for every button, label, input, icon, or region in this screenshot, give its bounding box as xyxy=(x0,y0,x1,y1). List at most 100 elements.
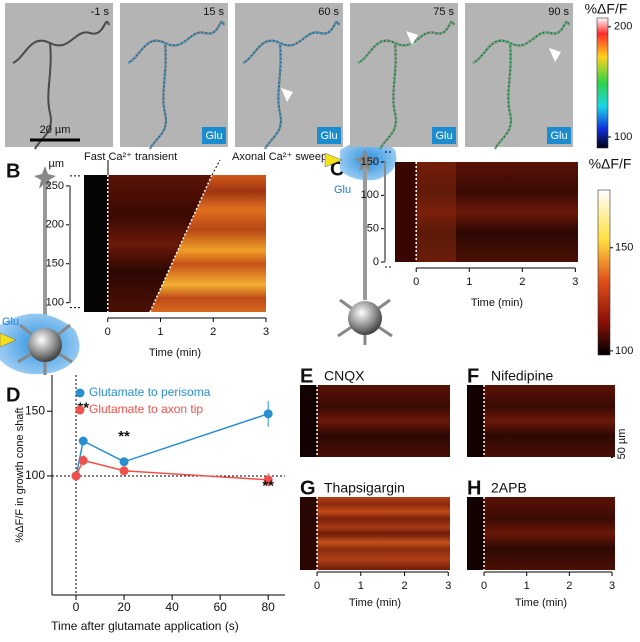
y-tick-label: 150 xyxy=(361,156,379,168)
series-line xyxy=(75,459,269,481)
kymograph xyxy=(317,497,450,570)
kymograph xyxy=(395,162,578,262)
image-frame: 90 s Glu xyxy=(465,3,573,150)
kymograph xyxy=(484,385,615,457)
colorbar-title: %ΔF/F xyxy=(585,1,628,17)
y-tick-label: 100 xyxy=(25,468,45,482)
x-tick-label: 80 xyxy=(262,600,276,614)
stimulus-box xyxy=(432,127,456,144)
sweep-line xyxy=(149,174,213,313)
scale-bar-label: 50 µm xyxy=(616,429,628,460)
colorbar-tick-label: 150 xyxy=(615,242,633,254)
x-tick-label: 3 xyxy=(263,326,269,338)
kymograph-baseline xyxy=(467,497,484,570)
micrograph xyxy=(465,3,573,147)
x-tick-label: 0 xyxy=(105,326,111,338)
arrow xyxy=(211,159,221,176)
x-tick-label: 0 xyxy=(481,580,487,592)
stimulus-box xyxy=(547,127,571,144)
panel-label: E xyxy=(300,365,313,387)
colorbar-tick-label: 100 xyxy=(614,131,632,143)
x-tick-label: 1 xyxy=(358,580,364,592)
x-tick-label: 2 xyxy=(210,326,216,338)
x-axis-label: Time (min) xyxy=(349,597,401,609)
annotation: Fast Ca²⁺ transient xyxy=(84,151,177,163)
calcium-signal xyxy=(357,21,455,150)
data-point xyxy=(78,455,88,465)
significance-mark: ** xyxy=(118,428,130,445)
data-point xyxy=(119,466,129,476)
x-tick-label: 40 xyxy=(165,600,179,614)
stimulus-label: Glu xyxy=(205,130,222,142)
frame-time: 75 s xyxy=(433,6,454,18)
panel-label: F xyxy=(467,365,479,387)
condition-label: Nifedipine xyxy=(491,368,553,384)
stimulus-label: Glu xyxy=(435,130,452,142)
micrograph xyxy=(120,3,228,147)
annotation: Axonal Ca²⁺ sweep xyxy=(232,151,327,163)
legend-marker xyxy=(75,388,85,398)
x-tick-label: 1 xyxy=(157,326,163,338)
micrograph xyxy=(5,3,113,147)
neuron-diagram xyxy=(0,166,80,375)
kymograph-baseline xyxy=(300,385,317,457)
calcium-signal xyxy=(472,21,570,150)
y-tick-label: 0 xyxy=(373,256,379,268)
x-tick-label: 0 xyxy=(413,276,419,288)
y-tick-label: 50 xyxy=(367,223,379,235)
y-axis-label: %ΔF/F in growth cone shaft xyxy=(14,407,26,542)
y-tick-label: 250 xyxy=(46,180,64,192)
x-axis-label: Time (min) xyxy=(149,347,201,359)
arrowhead xyxy=(406,31,418,45)
x-tick-label: 3 xyxy=(445,580,451,592)
colorbar-title: %ΔF/F xyxy=(589,156,632,172)
y-tick-label: 150 xyxy=(46,258,64,270)
x-tick-label: 2 xyxy=(519,276,525,288)
legend-label: Glutamate to perisoma xyxy=(89,385,211,399)
x-axis-label: Time after glutamate application (s) xyxy=(51,619,239,633)
x-axis-label: Time (min) xyxy=(515,597,567,609)
stimulus-label: Glu xyxy=(320,130,337,142)
stimulus-label: Glu xyxy=(550,130,567,142)
significance-mark: ** xyxy=(262,477,274,494)
kymograph-baseline xyxy=(467,385,484,457)
x-tick-label: 2 xyxy=(401,580,407,592)
image-frame: 15 s Glu xyxy=(120,3,228,150)
x-tick-label: 1 xyxy=(524,580,530,592)
x-tick-label: 3 xyxy=(609,580,615,592)
axis-unit: µm xyxy=(48,158,64,170)
calcium-signal xyxy=(242,21,340,150)
micrograph xyxy=(350,3,458,147)
frame-time: 15 s xyxy=(203,6,224,18)
image-frame: 60 s Glu xyxy=(235,3,343,150)
x-tick-label: 3 xyxy=(572,276,578,288)
x-axis-label: Time (min) xyxy=(471,297,523,309)
colorbar-tick-label: 100 xyxy=(615,345,633,357)
data-point xyxy=(263,409,273,419)
frame-time: 90 s xyxy=(548,6,569,18)
panel-label: G xyxy=(300,477,316,499)
condition-label: Thapsigargin xyxy=(324,480,405,496)
x-tick-label: 1 xyxy=(466,276,472,288)
condition-label: CNQX xyxy=(324,368,365,384)
frame-time: 60 s xyxy=(318,6,339,18)
micrograph xyxy=(235,3,343,147)
y-tick-label: 150 xyxy=(25,403,45,417)
neuron-diagram xyxy=(324,139,397,345)
x-tick-label: 20 xyxy=(117,600,131,614)
data-point xyxy=(263,475,273,485)
image-frame: -1 s xyxy=(5,3,113,150)
scale-bar-label: 20 µm xyxy=(40,124,71,136)
stimulus-label: Glu xyxy=(334,184,351,196)
condition-label: 2APB xyxy=(491,480,527,496)
x-tick-label: 60 xyxy=(213,600,227,614)
x-tick-label: 0 xyxy=(73,600,80,614)
data-point xyxy=(78,436,88,446)
colorbar-tick-label: 200 xyxy=(614,21,632,33)
kymograph-baseline xyxy=(300,497,317,570)
legend-label: Glutamate to axon tip xyxy=(89,402,203,416)
data-point xyxy=(71,471,81,481)
frame-time: -1 s xyxy=(91,6,110,18)
calcium-signal xyxy=(127,21,225,150)
